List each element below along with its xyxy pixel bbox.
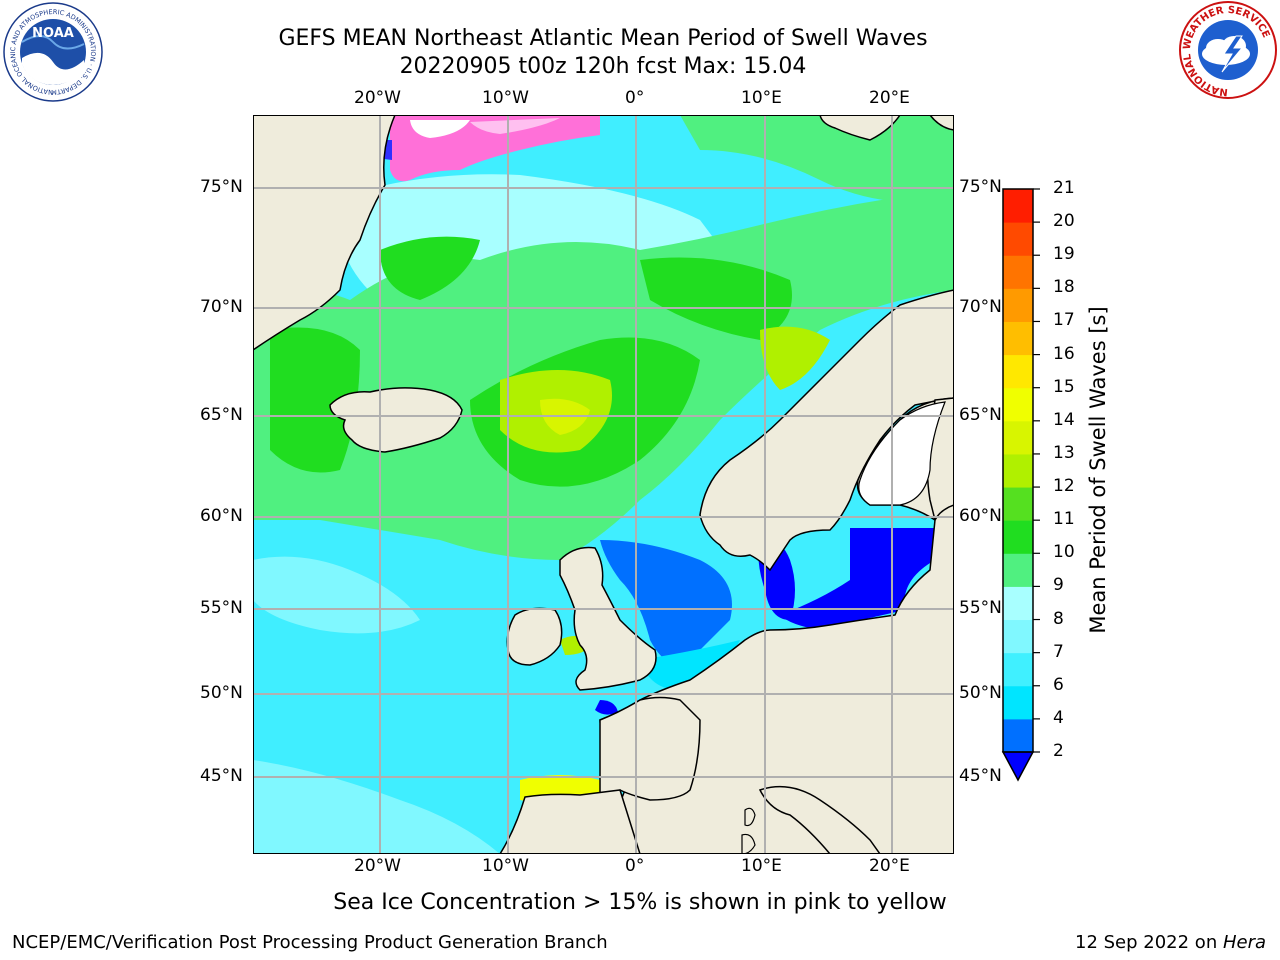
footer-date: 12 Sep 2022 on (1075, 932, 1223, 953)
swell-period-field (253, 115, 954, 854)
lon-label-top-3: 10°E (741, 88, 782, 108)
colorbar-tick-label: 4 (1053, 707, 1064, 728)
colorbar-under-arrow (1001, 751, 1035, 782)
lat-label-right-6: 45°N (959, 766, 1002, 786)
nws-logo: NATIONAL WEATHER SERVICE (1179, 1, 1277, 99)
lon-label-top-1: 10°W (482, 88, 529, 108)
colorbar (1001, 188, 1040, 782)
colorbar-segment (1003, 520, 1033, 554)
colorbar-tick-label: 21 (1053, 178, 1075, 198)
colorbar-segment (1003, 387, 1033, 422)
lon-label-bottom-0: 20°W (354, 856, 401, 876)
lon-label-bottom-1: 10°W (482, 856, 529, 876)
graticule (253, 115, 954, 854)
colorbar-segment (1003, 453, 1033, 488)
colorbar-tick-label: 17 (1053, 310, 1075, 331)
lon-label-top-0: 20°W (354, 88, 401, 108)
lat-label-left-0: 75°N (200, 177, 243, 197)
lat-label-right-4: 55°N (959, 598, 1002, 618)
colorbar-tick-label: 10 (1053, 542, 1075, 563)
colorbar-tick-label: 9 (1053, 575, 1064, 596)
lat-label-left-2: 65°N (200, 405, 243, 425)
title-line-1: GEFS MEAN Northeast Atlantic Mean Period… (278, 26, 928, 51)
colorbar-tick-label: 8 (1053, 608, 1064, 629)
colorbar-segment (1003, 321, 1033, 356)
colorbar-segment (1003, 288, 1033, 322)
colorbar-segment (1003, 189, 1033, 223)
lat-label-left-5: 50°N (200, 683, 243, 703)
colorbar-tick-label: 2 (1053, 741, 1064, 761)
colorbar-tick-label: 20 (1053, 211, 1075, 232)
lat-label-right-2: 65°N (959, 405, 1002, 425)
footer-host: Hera (1222, 932, 1266, 953)
colorbar-segment (1003, 487, 1033, 521)
lat-label-left-1: 70°N (200, 297, 243, 317)
colorbar-tick-label: 11 (1053, 509, 1075, 530)
colorbar-segment (1003, 553, 1033, 587)
italy (758, 785, 881, 854)
land (253, 115, 954, 854)
colorbar-tick-label: 12 (1053, 476, 1075, 497)
colorbar-tick-label: 15 (1053, 376, 1075, 397)
lat-label-right-0: 75°N (959, 177, 1002, 197)
map-panel (253, 115, 954, 854)
lat-label-right-3: 60°N (959, 506, 1002, 526)
colorbar-segment (1003, 255, 1033, 289)
lat-label-left-6: 45°N (200, 766, 243, 786)
colorbar-segment (1003, 685, 1033, 720)
corsica (744, 807, 756, 827)
noaa-logo: NATIONAL OCEANIC AND ATMOSPHERIC ADMINIS… (2, 2, 103, 102)
footer-left: NCEP/EMC/Verification Post Processing Pr… (12, 932, 608, 953)
colorbar-segment (1003, 420, 1033, 455)
footer-right: 12 Sep 2022 on Hera (1075, 932, 1266, 953)
noaa-logo-text: NOAA (32, 26, 74, 41)
lat-label-right-5: 50°N (959, 683, 1002, 703)
lon-label-bottom-3: 10°E (741, 856, 782, 876)
lat-label-left-4: 55°N (200, 598, 243, 618)
colorbar-segment (1003, 222, 1033, 256)
lat-label-right-1: 70°N (959, 297, 1002, 317)
lon-label-bottom-2: 0° (625, 856, 645, 876)
caption: Sea Ice Concentration > 15% is shown in … (333, 890, 947, 915)
colorbar-segment (1003, 652, 1033, 687)
colorbar-tick-label: 13 (1053, 442, 1075, 463)
colorbar-tick-label: 7 (1053, 641, 1064, 662)
colorbar-title: Mean Period of Swell Waves [s] (1086, 306, 1110, 634)
colorbar-tick-label: 18 (1053, 277, 1075, 298)
lon-label-bottom-4: 20°E (869, 856, 910, 876)
colorbar-tick-label: 6 (1053, 674, 1064, 695)
colorbar-tick-label: 19 (1053, 244, 1075, 265)
lon-label-top-2: 0° (625, 88, 645, 108)
colorbar-segment (1003, 619, 1033, 654)
colorbar-tick-label: 16 (1053, 343, 1075, 364)
colorbar-tick-label: 14 (1053, 409, 1075, 430)
lon-label-top-4: 20°E (869, 88, 910, 108)
colorbar-frame (1002, 188, 1034, 753)
colorbar-segment (1003, 586, 1033, 621)
lat-label-left-3: 60°N (200, 506, 243, 526)
colorbar-segment (1003, 718, 1033, 753)
title-line-2: 20220905 t00z 120h fcst Max: 15.04 (399, 54, 807, 79)
colorbar-segment (1003, 354, 1033, 389)
